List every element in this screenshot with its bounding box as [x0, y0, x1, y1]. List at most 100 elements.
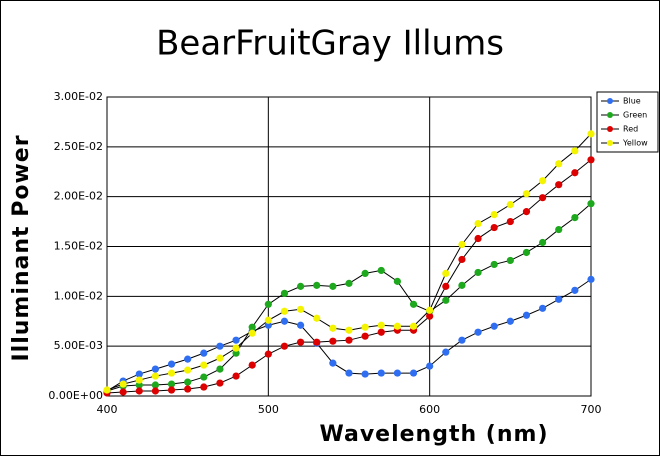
chart-title: BearFruitGray Illums [156, 24, 504, 64]
y-tick-label: 2.00E-02 [54, 190, 103, 203]
data-point [280, 317, 289, 325]
data-point [280, 289, 289, 297]
y-tick-label: 3.00E-02 [54, 90, 103, 103]
x-tick-label: 500 [258, 403, 279, 416]
y-tick-label: 0.00E+00 [48, 389, 103, 402]
data-point [232, 336, 240, 344]
data-point [135, 381, 143, 389]
data-point [345, 326, 353, 334]
data-point [264, 321, 272, 329]
data-point [393, 277, 401, 285]
data-point [426, 362, 434, 370]
legend-label: Blue [623, 97, 641, 106]
y-axis-label: Illuminant Power [9, 134, 34, 361]
data-point [248, 329, 256, 337]
data-point [345, 279, 353, 287]
data-point [184, 355, 192, 363]
data-point [167, 380, 176, 388]
data-point [345, 369, 353, 377]
data-point [539, 194, 547, 202]
data-point [555, 295, 563, 303]
data-point [184, 366, 192, 374]
legend-marker [607, 98, 613, 104]
data-point [426, 306, 434, 314]
data-point [555, 160, 563, 168]
data-point [313, 281, 321, 289]
data-point [184, 378, 192, 386]
data-point [216, 342, 224, 350]
data-point [103, 386, 111, 394]
data-point [264, 300, 272, 308]
data-point [442, 269, 450, 278]
data-point [474, 328, 482, 336]
data-point [361, 323, 369, 331]
data-point [345, 336, 353, 344]
data-point [539, 238, 547, 247]
data-point [409, 322, 418, 330]
data-point [329, 282, 337, 290]
data-point [555, 181, 563, 189]
data-point [232, 372, 240, 380]
plot-frame [106, 96, 592, 397]
data-point [135, 387, 143, 395]
data-point [297, 282, 305, 290]
data-point [377, 321, 385, 329]
data-point [135, 376, 143, 384]
data-point [200, 373, 208, 381]
data-point [458, 255, 466, 264]
data-point [587, 156, 595, 164]
data-point [329, 359, 337, 367]
data-point [264, 316, 272, 324]
legend-marker [607, 140, 613, 146]
data-point [151, 365, 159, 373]
data-point [539, 304, 547, 312]
data-point [506, 317, 514, 325]
data-point [329, 337, 337, 345]
data-point [216, 379, 224, 387]
data-point [393, 369, 401, 377]
data-point [232, 349, 240, 357]
data-point [506, 256, 514, 265]
data-point [151, 387, 159, 395]
data-point [200, 383, 208, 391]
data-point [297, 338, 305, 346]
legend-label: Green [623, 111, 647, 120]
data-point [555, 225, 563, 234]
data-point [474, 219, 482, 228]
data-point [361, 370, 369, 378]
data-point [135, 370, 143, 378]
y-tick-label: 1.00E-02 [54, 289, 103, 302]
x-tick-label: 400 [97, 403, 118, 416]
data-point [361, 332, 369, 340]
data-point [522, 311, 531, 319]
data-point [232, 344, 240, 352]
data-point [522, 248, 531, 257]
data-point [297, 305, 305, 313]
data-point [490, 322, 498, 330]
data-point [442, 296, 450, 304]
legend-label: Red [623, 125, 638, 134]
y-tick-label: 5.00E-03 [54, 339, 103, 352]
data-point [377, 369, 385, 377]
data-point [167, 369, 176, 377]
data-point [216, 354, 224, 362]
data-point [329, 324, 337, 332]
data-point [313, 338, 321, 346]
data-point [297, 321, 305, 329]
data-point [490, 211, 498, 219]
y-tick-label: 1.50E-02 [54, 240, 103, 253]
data-point [200, 349, 208, 357]
data-point [458, 336, 466, 344]
data-point [409, 300, 418, 308]
data-point [216, 365, 224, 373]
data-point [151, 381, 159, 389]
data-point [522, 190, 531, 198]
data-point [571, 169, 579, 177]
data-point [571, 147, 579, 155]
legend-marker [607, 126, 613, 132]
data-point [151, 372, 159, 380]
data-point [200, 361, 208, 369]
data-point [587, 275, 595, 283]
data-point [377, 328, 385, 336]
